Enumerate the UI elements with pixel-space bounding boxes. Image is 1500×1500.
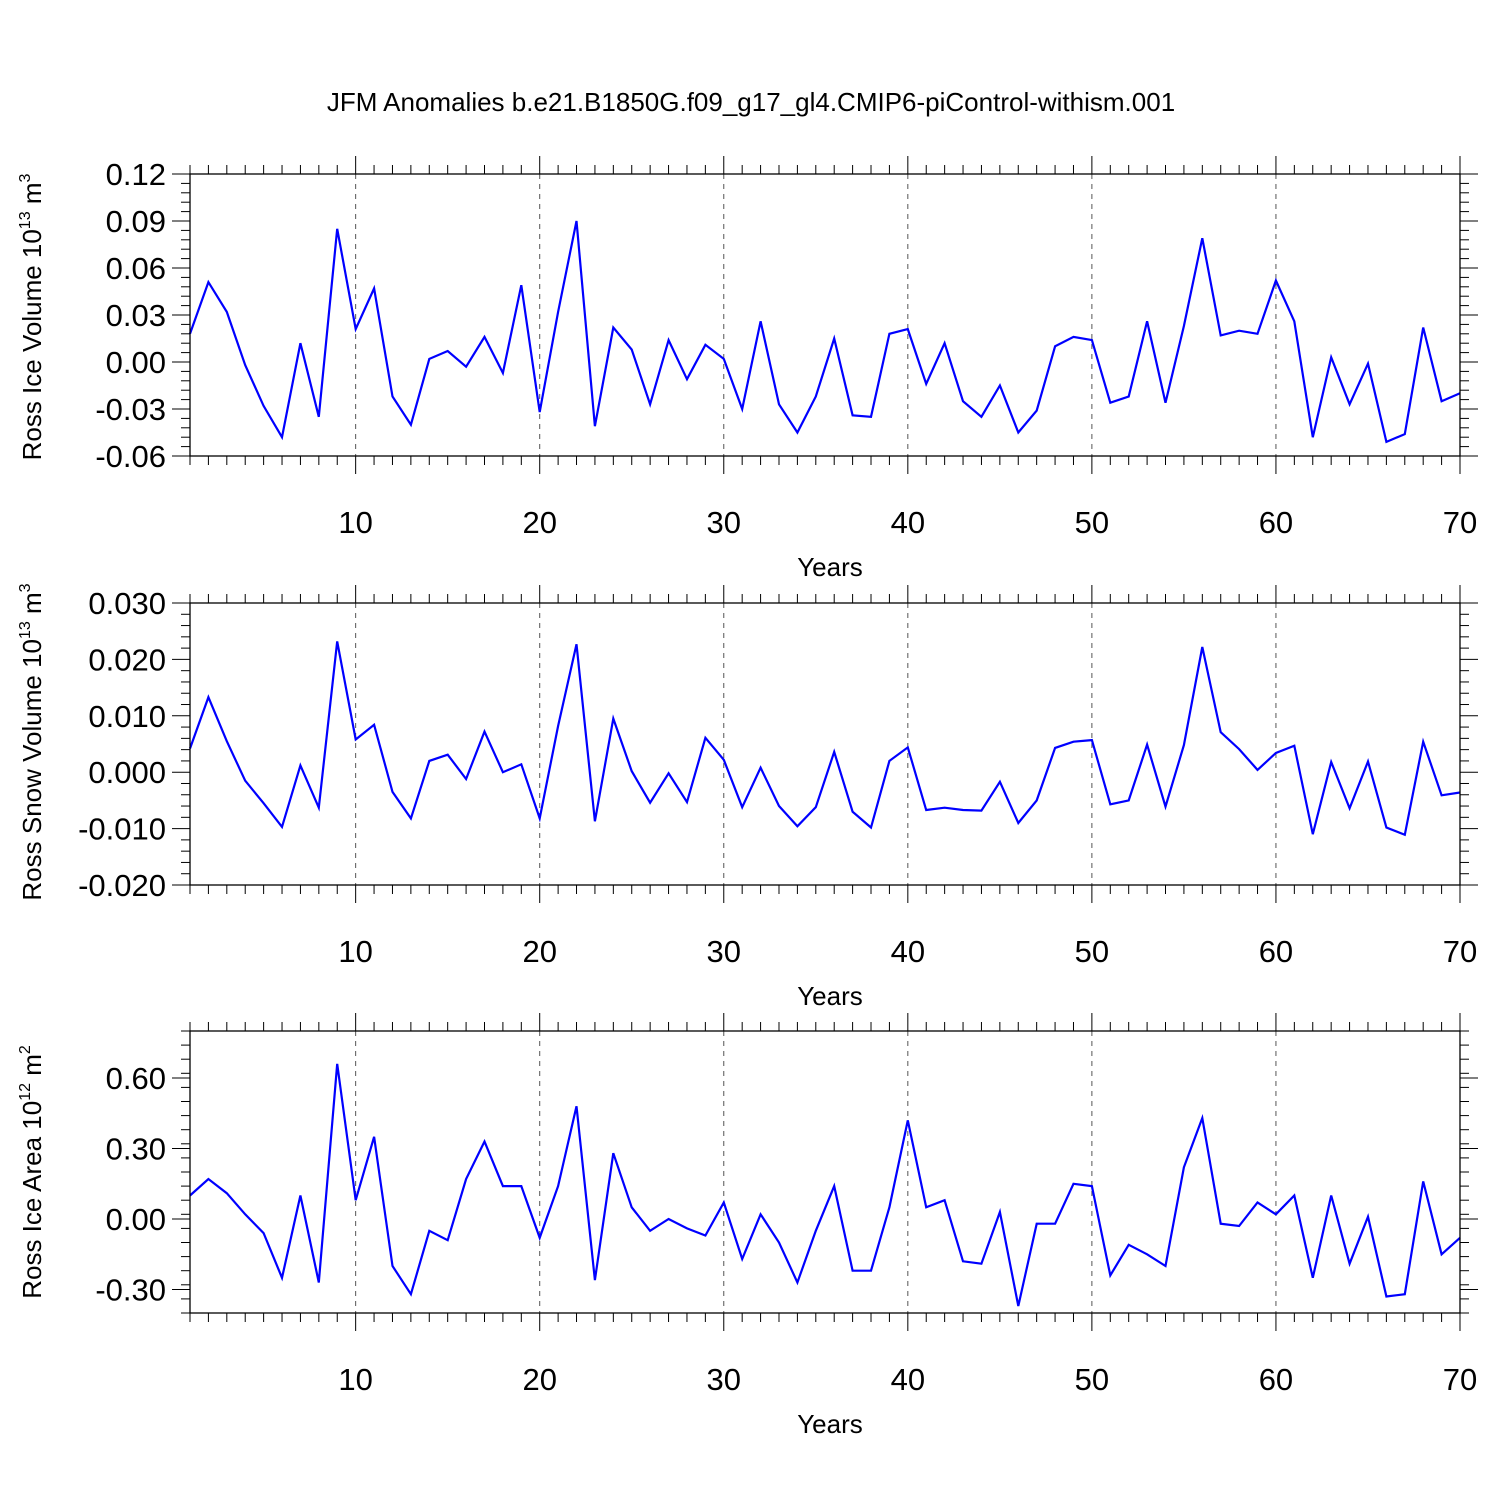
x-tick-label: 50 [1075,1362,1109,1397]
x-tick-label: 10 [338,1362,372,1397]
panel-ross-ice-volume: -0.06 -0.03 0.00 0.03 0.06 0.09 0.12 10 20 30 40 50… [17,156,1478,582]
x-tick-label: 70 [1443,934,1477,969]
x-tick-label: 50 [1075,934,1109,969]
y-tick-label: -0.03 [95,392,166,427]
x-axis-title: Years [797,552,863,582]
x-tick-label: 40 [891,934,925,969]
series-line [188,641,1461,837]
plot-frame [189,173,1461,457]
y-tick-label: -0.020 [78,868,166,903]
x-tick-label: 30 [707,934,741,969]
x-tick-label: 40 [891,505,925,540]
y-tick-label: -0.30 [95,1273,166,1308]
x-tick-label: 70 [1443,505,1477,540]
main-title: JFM Anomalies b.e21.B1850G.f09_g17_gl4.C… [327,87,1175,117]
y-axis-title: Ross Ice Volume 1013 m3 [17,173,47,460]
x-tick-label: 40 [891,1362,925,1397]
plot-frame [189,1030,1461,1314]
x-tick-label: 20 [522,934,556,969]
y-tick-label: 0.03 [106,298,166,333]
x-tick-label: 30 [707,505,741,540]
x-axis-title: Years [797,981,863,1011]
y-tick-label: -0.010 [78,812,166,847]
y-axis-title: Ross Snow Volume 1013 m3 [17,583,47,900]
x-tick-label: 10 [338,505,372,540]
plot-frame [189,602,1461,886]
y-tick-label: -0.06 [95,439,166,474]
x-tick-label: 60 [1259,1362,1293,1397]
x-tick-label: 60 [1259,934,1293,969]
y-tick-label: 0.09 [106,204,166,239]
panel-ross-ice-area: -0.30 0.00 0.30 0.60 10 20 30 40 50 60 70 Years Ross… [17,1013,1478,1439]
y-tick-label: 0.30 [106,1132,166,1167]
y-tick-label: 0.020 [88,642,166,677]
y-axis-title: Ross Ice Area 1012 m2 [17,1045,47,1299]
y-tick-label: 0.010 [88,699,166,734]
x-tick-label: 10 [338,934,372,969]
y-tick-label: 0.60 [106,1061,166,1096]
x-axis-title: Years [797,1409,863,1439]
y-tick-label: 0.000 [88,755,166,790]
y-tick-label: 0.030 [88,586,166,621]
x-tick-label: 70 [1443,1362,1477,1397]
x-tick-label: 20 [522,1362,556,1397]
x-tick-label: 60 [1259,505,1293,540]
y-tick-label: 0.00 [106,1202,166,1237]
series-line [188,220,1461,444]
x-tick-label: 50 [1075,505,1109,540]
series-line [189,1063,1461,1307]
y-tick-label: 0.12 [106,157,166,192]
y-tick-label: 0.06 [106,251,166,286]
x-tick-label: 20 [522,505,556,540]
panel-ross-snow-volume: -0.020 -0.010 0.000 0.010 0.020 0.030 10 20 30 40… [17,583,1478,1011]
x-tick-label: 30 [707,1362,741,1397]
y-tick-label: 0.00 [106,345,166,380]
